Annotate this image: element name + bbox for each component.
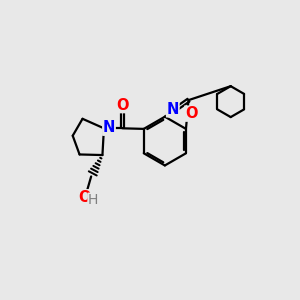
Text: O: O [79,190,91,205]
Text: O: O [185,106,197,121]
Text: N: N [103,120,115,135]
Text: O: O [116,98,129,112]
Text: H: H [88,193,98,207]
Text: N: N [167,102,179,117]
